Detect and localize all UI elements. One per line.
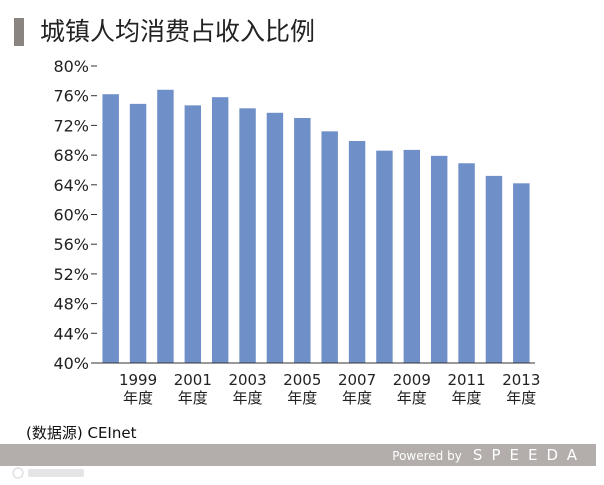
x-tick-label: 2011	[447, 371, 485, 389]
x-tick-suffix: 年度	[178, 389, 208, 407]
brand-name: SPEEDA	[472, 446, 586, 464]
y-tick-label: 68%	[53, 146, 89, 165]
x-tick-label: 2009	[393, 371, 431, 389]
bar	[129, 103, 147, 364]
y-axis: 80% 76% 72% 68% 64% 60% 56% 52% 48% 44% 40%	[53, 57, 97, 373]
bar	[211, 97, 229, 363]
data-source-note: (数据源) CEInet	[26, 424, 137, 442]
x-tick-suffix: 年度	[233, 389, 263, 407]
page-title: 城镇人均消费占收入比例	[40, 17, 316, 46]
footer-bar: Powered by SPEEDA	[0, 444, 596, 466]
bar	[458, 163, 475, 363]
bar	[157, 89, 174, 363]
bar	[102, 94, 119, 364]
bar	[348, 140, 366, 363]
bar	[184, 105, 202, 363]
y-tick-label: 80%	[53, 57, 89, 76]
y-tick-label: 40%	[53, 354, 89, 373]
y-tick-label: 76%	[53, 87, 89, 106]
y-tick-label: 44%	[53, 324, 89, 343]
bar-chart: 80%76%72%68%64%60%56%52%48%44%40% 1999年度…	[53, 57, 540, 407]
bar	[239, 108, 256, 363]
bar	[513, 183, 530, 363]
x-tick-suffix: 年度	[123, 389, 153, 407]
y-tick-label: 48%	[53, 295, 89, 314]
bar	[266, 112, 284, 363]
bar	[376, 150, 393, 363]
bar	[430, 155, 448, 363]
x-tick-suffix: 年度	[342, 389, 372, 407]
bar-series	[102, 89, 530, 364]
powered-by: Powered by SPEEDA	[392, 444, 586, 467]
bar	[294, 117, 311, 363]
powered-by-label: Powered by	[392, 449, 462, 463]
bar	[403, 149, 421, 363]
x-axis: 1999年度2001年度2003年度2005年度2007年度2009年度2011…	[97, 362, 540, 407]
x-tick-suffix: 年度	[452, 389, 482, 407]
y-tick-label: 72%	[53, 116, 89, 135]
x-tick-suffix: 年度	[506, 389, 536, 407]
watermark-logo	[12, 467, 84, 479]
x-tick-label: 2013	[502, 371, 540, 389]
bar	[485, 175, 503, 363]
y-tick-label: 60%	[53, 206, 89, 225]
bar	[321, 131, 338, 363]
y-tick-label: 56%	[53, 235, 89, 254]
title-accent-bar	[14, 18, 24, 46]
x-tick-label: 2005	[283, 371, 321, 389]
x-tick-suffix: 年度	[287, 389, 317, 407]
x-tick-label: 2003	[228, 371, 266, 389]
y-tick-label: 52%	[53, 265, 89, 284]
x-tick-label: 2007	[338, 371, 376, 389]
x-tick-label: 1999	[119, 371, 157, 389]
x-tick-suffix: 年度	[397, 389, 427, 407]
y-tick-label: 64%	[53, 176, 89, 195]
x-tick-label: 2001	[174, 371, 212, 389]
